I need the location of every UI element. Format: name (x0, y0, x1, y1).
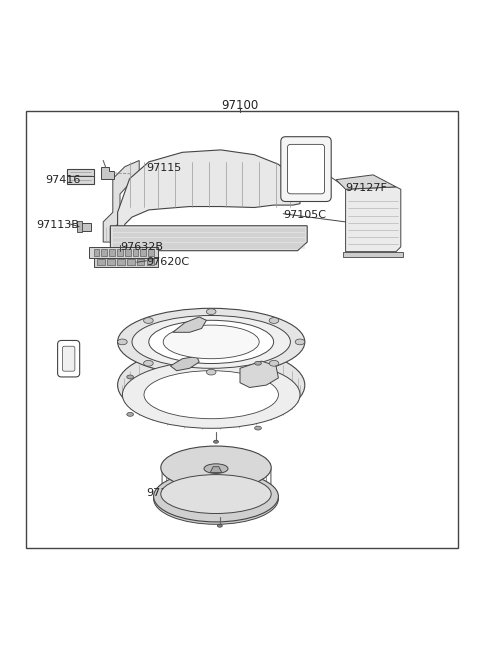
Polygon shape (137, 259, 144, 265)
FancyBboxPatch shape (281, 137, 331, 202)
Ellipse shape (255, 362, 262, 365)
FancyBboxPatch shape (288, 144, 324, 194)
Polygon shape (101, 167, 114, 179)
Polygon shape (132, 249, 138, 257)
Ellipse shape (255, 426, 262, 430)
Text: 97113B: 97113B (36, 220, 79, 230)
Polygon shape (67, 169, 94, 183)
Ellipse shape (206, 369, 216, 375)
Ellipse shape (144, 360, 153, 366)
Ellipse shape (154, 471, 278, 522)
Polygon shape (240, 361, 278, 388)
Ellipse shape (295, 339, 305, 345)
Ellipse shape (149, 320, 274, 364)
Polygon shape (103, 160, 139, 242)
Text: 97105C: 97105C (283, 210, 326, 219)
Polygon shape (125, 249, 131, 257)
Polygon shape (147, 259, 155, 265)
Polygon shape (173, 317, 206, 332)
Polygon shape (117, 249, 123, 257)
Text: 97127F: 97127F (346, 183, 387, 193)
Text: 97632B: 97632B (120, 242, 163, 252)
Polygon shape (79, 223, 91, 231)
Ellipse shape (118, 309, 305, 375)
Polygon shape (170, 356, 199, 371)
Ellipse shape (118, 339, 127, 345)
Text: 97100: 97100 (221, 100, 259, 112)
Ellipse shape (214, 440, 218, 443)
Polygon shape (118, 150, 300, 227)
Ellipse shape (269, 360, 279, 366)
Polygon shape (94, 258, 158, 267)
Polygon shape (108, 259, 115, 265)
Polygon shape (77, 221, 82, 233)
Polygon shape (346, 187, 401, 252)
Ellipse shape (269, 318, 279, 324)
FancyBboxPatch shape (58, 341, 80, 377)
Polygon shape (148, 249, 154, 257)
Polygon shape (94, 249, 99, 257)
Polygon shape (110, 226, 307, 251)
Text: 97620C: 97620C (146, 257, 190, 267)
Polygon shape (117, 259, 125, 265)
Ellipse shape (144, 371, 278, 419)
FancyBboxPatch shape (62, 346, 75, 371)
Ellipse shape (217, 524, 222, 527)
Ellipse shape (127, 375, 133, 379)
Ellipse shape (122, 361, 300, 428)
Ellipse shape (132, 316, 290, 368)
Ellipse shape (154, 474, 278, 524)
Polygon shape (210, 467, 222, 472)
Ellipse shape (144, 318, 153, 324)
Ellipse shape (204, 464, 228, 474)
Polygon shape (101, 249, 107, 257)
Text: 97130: 97130 (146, 488, 181, 498)
Text: 97115: 97115 (146, 162, 181, 173)
Polygon shape (140, 249, 146, 257)
Text: 97416: 97416 (46, 175, 81, 185)
Polygon shape (127, 259, 134, 265)
Polygon shape (336, 175, 396, 189)
Polygon shape (89, 248, 158, 258)
Polygon shape (109, 249, 115, 257)
Ellipse shape (161, 446, 271, 489)
Polygon shape (97, 259, 105, 265)
Ellipse shape (118, 346, 305, 424)
Ellipse shape (127, 413, 133, 417)
Polygon shape (343, 252, 403, 257)
Ellipse shape (161, 475, 271, 514)
Ellipse shape (206, 309, 216, 314)
Ellipse shape (163, 325, 259, 359)
